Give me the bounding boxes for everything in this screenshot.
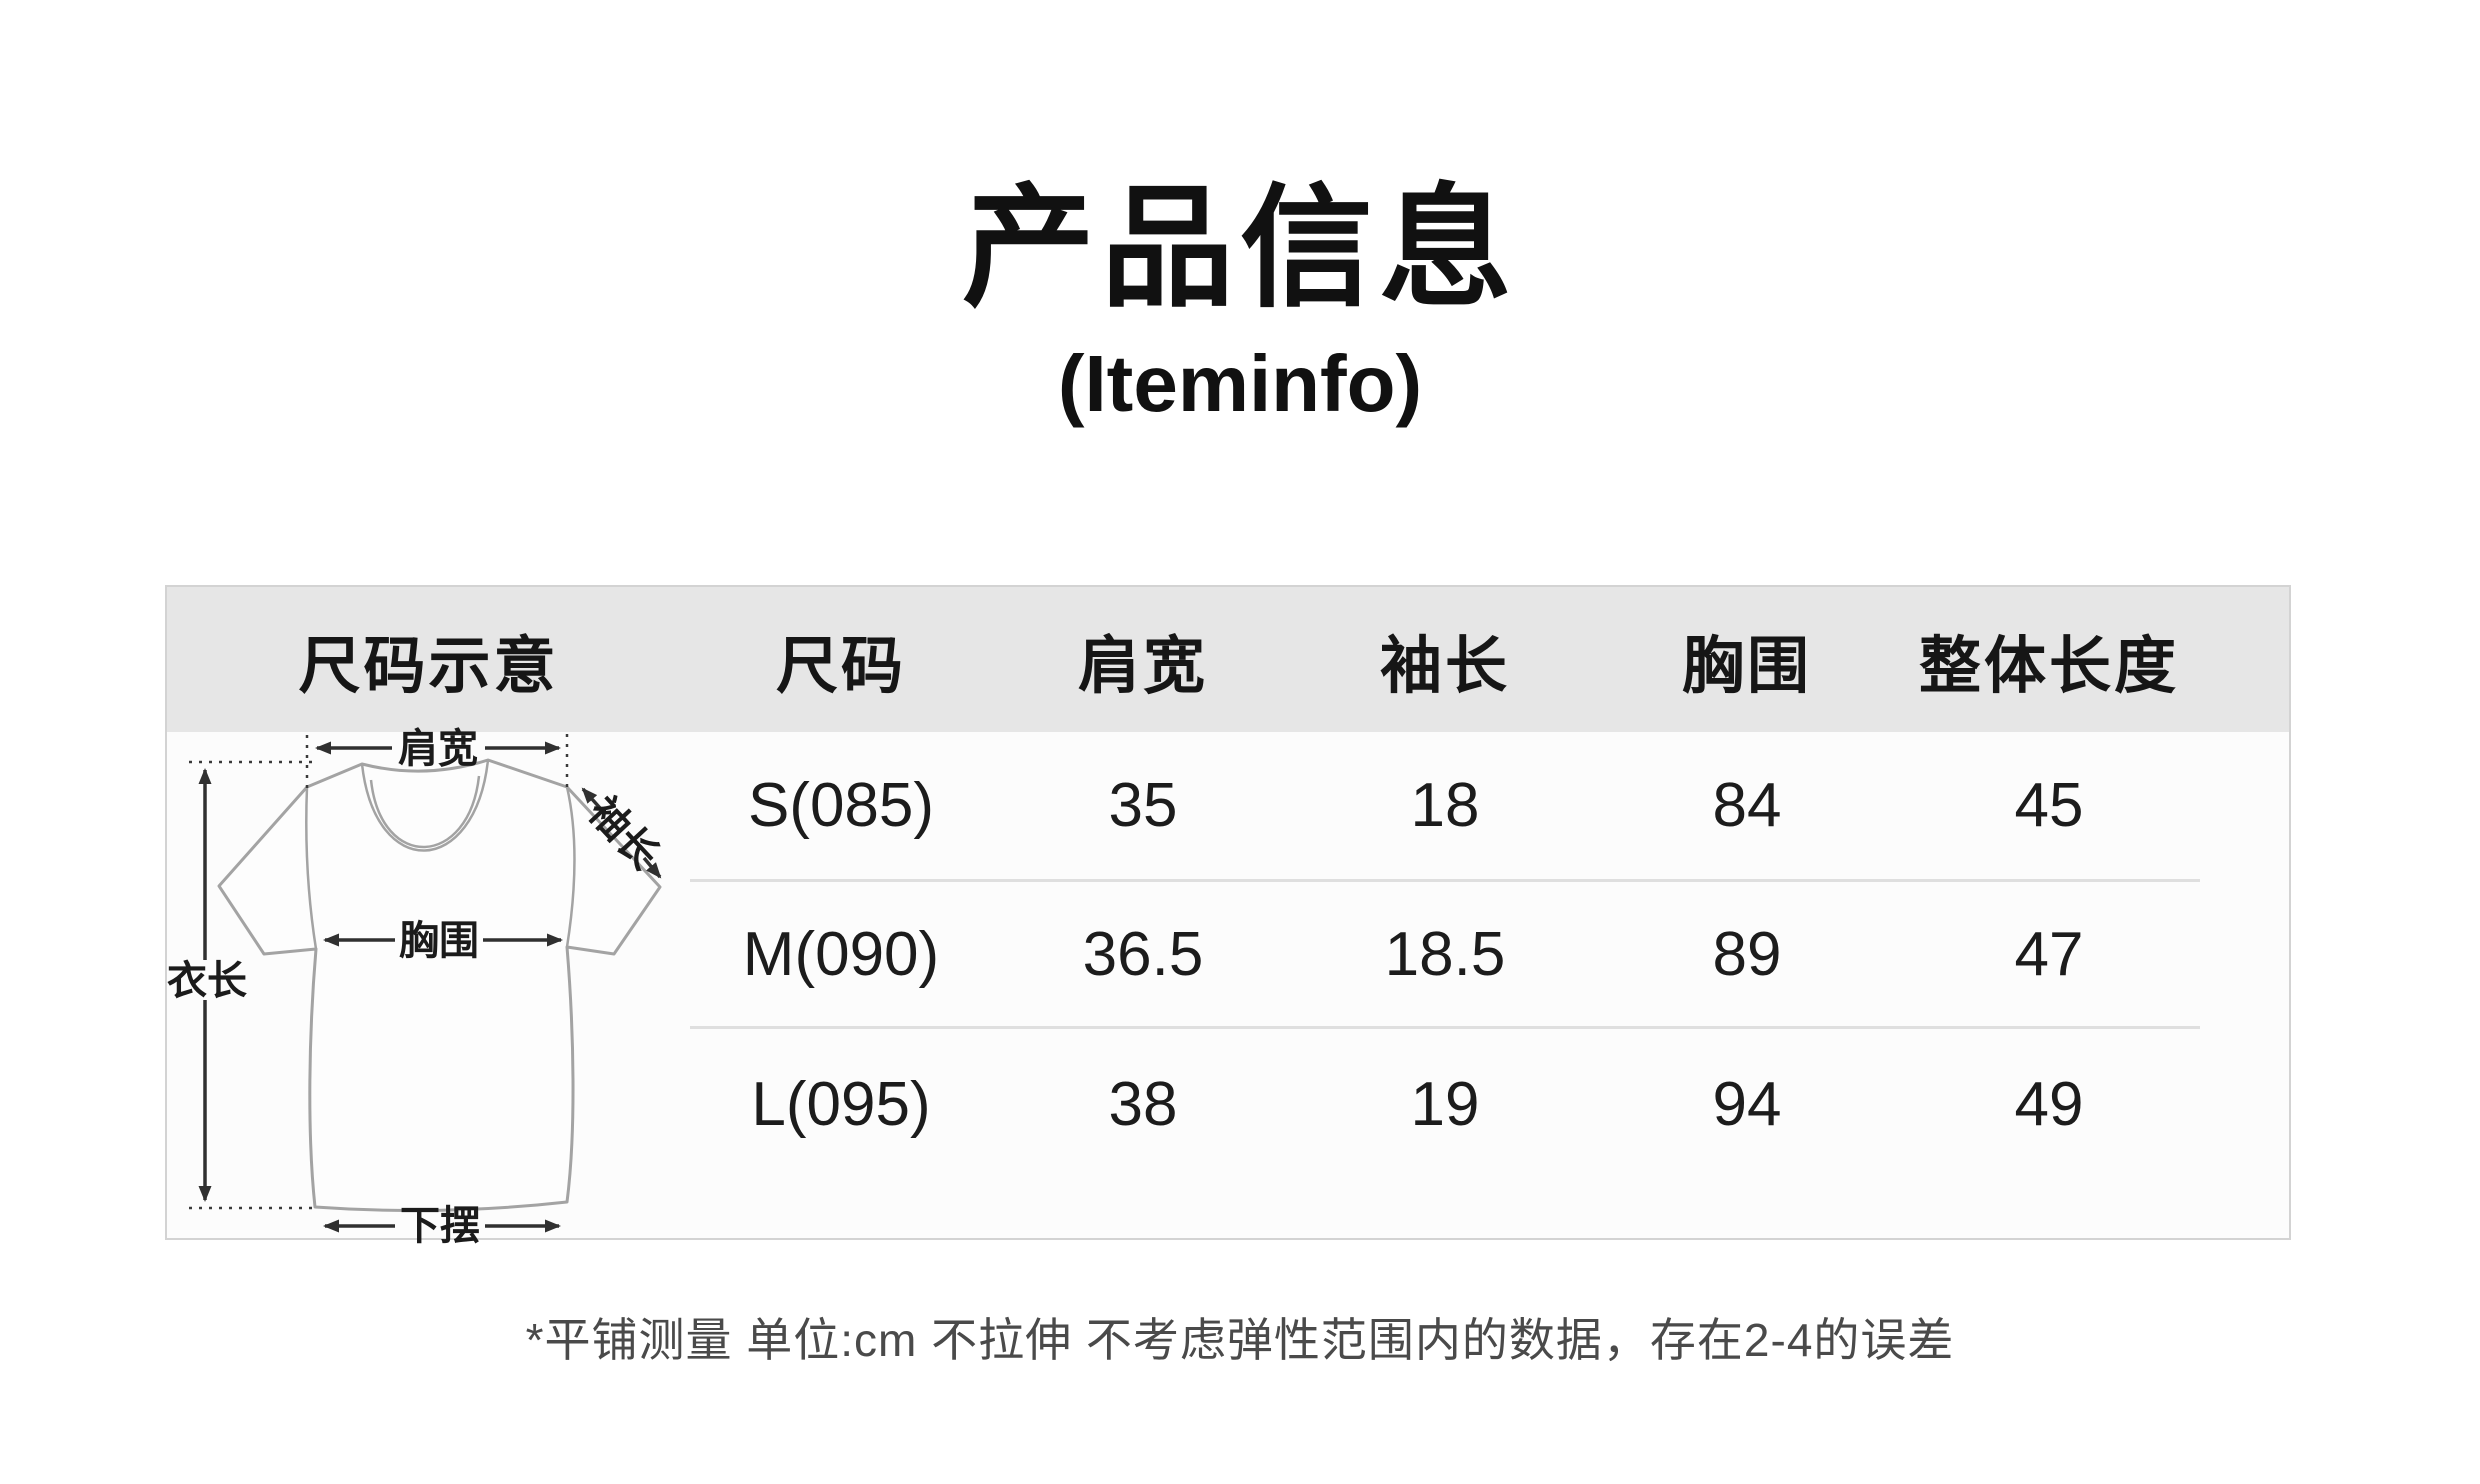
table-row-m: M(090) 36.5 18.5 89 47: [690, 882, 2200, 1029]
cell-sleeve: 18.5: [1384, 919, 1506, 989]
shoulder-width-annotation: 肩宽: [305, 726, 569, 794]
cell-chest: 94: [1712, 1069, 1782, 1139]
garment-length-label: 衣长: [167, 959, 247, 1003]
cell-chest: 89: [1712, 919, 1782, 989]
column-header-size-diagram: 尺码示意: [298, 631, 559, 701]
size-chart-body: 肩宽 袖长 胸围: [167, 726, 2289, 1248]
table-header-columns: 尺码 肩宽 袖长 胸围 整体长度: [690, 615, 2200, 705]
hem-annotation: 下摆: [323, 1204, 561, 1248]
cell-total-length: 45: [2014, 771, 2084, 840]
column-header-size: 尺码: [775, 631, 906, 701]
cell-size: M(090): [742, 919, 940, 989]
cell-sleeve: 19: [1410, 1069, 1480, 1139]
size-chart-panel: 尺码示意 尺码 肩宽 袖长 胸围 整体长度: [165, 585, 2291, 1248]
chest-label: 胸围: [399, 919, 479, 963]
tshirt-diagram-svg: 肩宽 袖长 胸围: [167, 726, 667, 1248]
cell-size: L(095): [751, 1069, 931, 1139]
column-header-total-length: 整体长度: [1918, 631, 2179, 701]
hem-label: 下摆: [400, 1204, 480, 1248]
cell-shoulder: 35: [1108, 771, 1178, 840]
page-title: 产品信息: [962, 175, 1518, 323]
table-row-s: S(085) 35 18 84 45: [690, 732, 2200, 882]
measurement-footnote: *平铺测量 单位:cm 不拉伸 不考虑弹性范围内的数据，存在2-4的误差: [525, 1314, 1955, 1366]
tshirt-measurement-diagram: 肩宽 袖长 胸围: [167, 726, 690, 1248]
title-block: 产品信息 (Iteminfo): [0, 175, 2480, 430]
column-header-sleeve: 袖长: [1379, 631, 1510, 701]
cell-shoulder: 38: [1108, 1069, 1178, 1139]
cell-shoulder: 36.5: [1082, 919, 1204, 989]
cell-size: S(085): [747, 771, 935, 840]
page-subtitle: (Iteminfo): [1057, 338, 1423, 428]
size-table-rows: S(085) 35 18 84 45 M(090) 36.5 18.5 89 4…: [690, 732, 2200, 1179]
garment-length-annotation: 衣长: [167, 760, 317, 1210]
column-header-shoulder: 肩宽: [1077, 631, 1208, 701]
cell-total-length: 49: [2014, 1069, 2084, 1139]
cell-chest: 84: [1712, 771, 1782, 840]
chest-annotation: 胸围: [323, 919, 563, 963]
size-chart-header-row: 尺码示意 尺码 肩宽 袖长 胸围 整体长度: [167, 587, 2289, 732]
cell-sleeve: 18: [1410, 771, 1480, 840]
table-row-l: L(095) 38 19 94 49: [690, 1029, 2200, 1179]
tshirt-outline: [217, 758, 662, 1213]
cell-total-length: 47: [2014, 919, 2084, 989]
column-header-chest: 胸围: [1681, 631, 1812, 701]
shoulder-width-label: 肩宽: [398, 726, 478, 771]
